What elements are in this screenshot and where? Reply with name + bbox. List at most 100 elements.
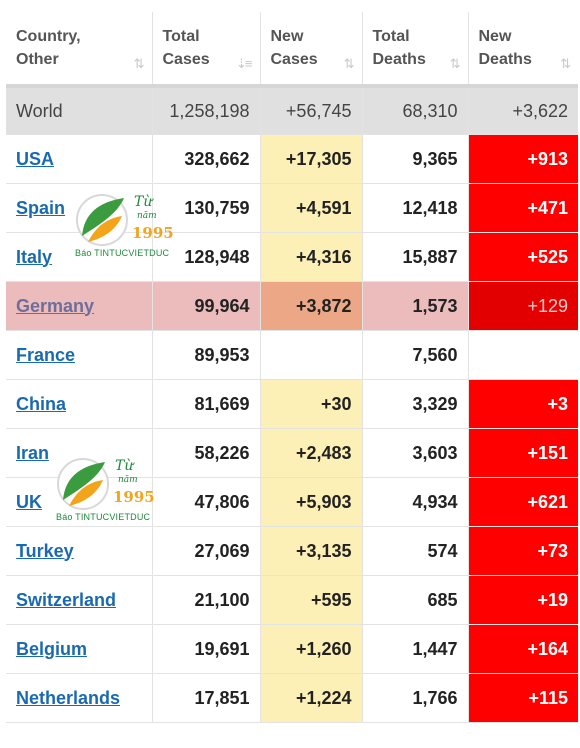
table-row: Belgium 19,691 +1,260 1,447 +164 — [6, 624, 578, 674]
country-link[interactable]: Switzerland — [16, 589, 117, 610]
world-label: World — [6, 86, 153, 135]
total-cases-cell: 89,953 — [152, 330, 261, 380]
country-link[interactable]: Germany — [16, 295, 95, 316]
total-cases-cell: 128,948 — [152, 232, 261, 282]
new-deaths-cell: +525 — [468, 232, 578, 282]
world-total-row: World 1,258,198 +56,745 68,310 +3,622 — [6, 86, 578, 135]
country-cell: Switzerland — [6, 575, 153, 625]
country-link[interactable]: USA — [16, 148, 55, 169]
sort-icon[interactable]: ⇅ — [343, 56, 355, 71]
country-cell: France — [6, 330, 153, 380]
header-total-deaths[interactable]: Total Deaths ⇅ — [362, 12, 469, 88]
new-cases-cell: +4,316 — [260, 232, 363, 282]
new-cases-cell: +1,224 — [260, 673, 363, 723]
sort-icon[interactable]: ⇅ — [133, 56, 145, 71]
total-cases-cell: 17,851 — [152, 673, 261, 723]
table-row: Switzerland 21,100 +595 685 +19 — [6, 575, 578, 625]
new-cases-cell: +17,305 — [260, 134, 363, 184]
header-total-cases[interactable]: Total Cases ⇣≡ — [152, 12, 261, 88]
new-cases-cell: +5,903 — [260, 477, 363, 527]
total-deaths-cell: 574 — [362, 526, 469, 576]
country-link[interactable]: Italy — [16, 246, 53, 267]
table-row: Netherlands 17,851 +1,224 1,766 +115 — [6, 673, 578, 723]
total-cases-cell: 19,691 — [152, 624, 261, 674]
new-cases-cell — [260, 330, 363, 380]
country-cell: Italy — [6, 232, 153, 282]
country-cell: Spain — [6, 183, 153, 233]
country-link[interactable]: France — [16, 344, 76, 365]
country-cell: Turkey — [6, 526, 153, 576]
country-link[interactable]: Iran — [16, 442, 50, 463]
total-cases-cell: 27,069 — [152, 526, 261, 576]
country-cell: Iran — [6, 428, 153, 478]
new-deaths-cell: +151 — [468, 428, 578, 478]
new-cases-cell: +30 — [260, 379, 363, 429]
country-cell: Netherlands — [6, 673, 153, 723]
new-deaths-cell: +913 — [468, 134, 578, 184]
table-row: Turkey 27,069 +3,135 574 +73 — [6, 526, 578, 576]
table-header-row: Country, Other ⇅ Total Cases ⇣≡ New Cases ⇅ To… — [6, 12, 578, 88]
country-cell: USA — [6, 134, 153, 184]
sort-icon[interactable]: ⇅ — [560, 56, 571, 71]
total-cases-cell: 58,226 — [152, 428, 261, 478]
total-deaths-cell: 685 — [362, 575, 469, 625]
total-deaths-cell: 15,887 — [362, 232, 469, 282]
coronavirus-stats-table: Country, Other ⇅ Total Cases ⇣≡ New Cases ⇅ To… — [6, 12, 578, 723]
new-deaths-cell: +3 — [468, 379, 578, 429]
total-cases-cell: 130,759 — [152, 183, 261, 233]
country-link[interactable]: Spain — [16, 197, 66, 218]
country-cell: UK — [6, 477, 153, 527]
world-new-deaths: +3,622 — [468, 86, 578, 135]
world-total-cases: 1,258,198 — [152, 86, 261, 135]
table-row: France 89,953 7,560 — [6, 330, 578, 380]
total-deaths-cell: 3,603 — [362, 428, 469, 478]
sort-icon[interactable]: ⇅ — [449, 56, 461, 71]
total-deaths-cell: 12,418 — [362, 183, 469, 233]
country-link[interactable]: Belgium — [16, 638, 88, 659]
country-cell: China — [6, 379, 153, 429]
header-new-cases[interactable]: New Cases ⇅ — [260, 12, 363, 88]
new-cases-cell: +4,591 — [260, 183, 363, 233]
total-deaths-cell: 7,560 — [362, 330, 469, 380]
country-link[interactable]: Netherlands — [16, 687, 121, 708]
table-row: China 81,669 +30 3,329 +3 — [6, 379, 578, 429]
total-cases-cell: 99,964 — [152, 281, 261, 331]
total-cases-cell: 328,662 — [152, 134, 261, 184]
table-row: Italy 128,948 +4,316 15,887 +525 — [6, 232, 578, 282]
total-deaths-cell: 4,934 — [362, 477, 469, 527]
total-deaths-cell: 3,329 — [362, 379, 469, 429]
new-deaths-cell: +621 — [468, 477, 578, 527]
header-new-deaths[interactable]: New Deaths ⇅ — [468, 12, 578, 88]
table-row: Iran 58,226 +2,483 3,603 +151 — [6, 428, 578, 478]
new-cases-cell: +1,260 — [260, 624, 363, 674]
total-deaths-cell: 1,447 — [362, 624, 469, 674]
country-link[interactable]: Turkey — [16, 540, 74, 561]
table-row: UK 47,806 +5,903 4,934 +621 — [6, 477, 578, 527]
total-cases-cell: 47,806 — [152, 477, 261, 527]
country-cell: Belgium — [6, 624, 153, 674]
country-cell: Germany — [6, 281, 153, 331]
new-deaths-cell: +115 — [468, 673, 578, 723]
total-deaths-cell: 1,766 — [362, 673, 469, 723]
country-link[interactable]: UK — [16, 491, 42, 512]
total-deaths-cell: 9,365 — [362, 134, 469, 184]
header-country[interactable]: Country, Other ⇅ — [6, 12, 153, 88]
country-link[interactable]: China — [16, 393, 67, 414]
table-row: USA 328,662 +17,305 9,365 +913 — [6, 134, 578, 184]
sort-desc-icon[interactable]: ⇣≡ — [236, 56, 253, 71]
new-deaths-cell: +471 — [468, 183, 578, 233]
world-new-cases: +56,745 — [260, 86, 363, 135]
new-deaths-cell: +164 — [468, 624, 578, 674]
new-cases-cell: +3,872 — [260, 281, 363, 331]
new-cases-cell: +3,135 — [260, 526, 363, 576]
total-cases-cell: 21,100 — [152, 575, 261, 625]
table-row: Spain 130,759 +4,591 12,418 +471 — [6, 183, 578, 233]
new-deaths-cell: +129 — [468, 281, 578, 331]
new-deaths-cell: +73 — [468, 526, 578, 576]
new-deaths-cell — [468, 330, 578, 380]
total-deaths-cell: 1,573 — [362, 281, 469, 331]
new-cases-cell: +595 — [260, 575, 363, 625]
total-cases-cell: 81,669 — [152, 379, 261, 429]
new-cases-cell: +2,483 — [260, 428, 363, 478]
new-deaths-cell: +19 — [468, 575, 578, 625]
